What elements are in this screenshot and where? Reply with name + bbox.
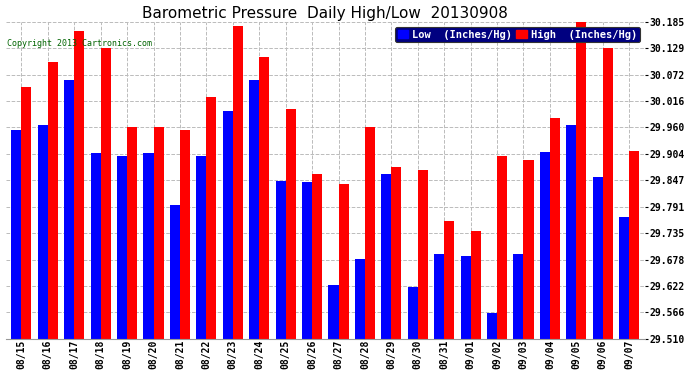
Bar [524,160,533,339]
Bar [497,156,507,339]
Bar [286,109,296,339]
Bar [75,31,84,339]
Bar [127,128,137,339]
Bar [328,285,339,339]
Bar [259,57,269,339]
Text: Copyright 2013 Cartronics.com: Copyright 2013 Cartronics.com [7,39,152,48]
Bar [619,217,629,339]
Legend: Low  (Inches/Hg), High  (Inches/Hg): Low (Inches/Hg), High (Inches/Hg) [395,27,640,42]
Bar [197,156,206,339]
Bar [408,287,417,339]
Bar [302,182,312,339]
Bar [117,156,127,339]
Bar [603,48,613,339]
Bar [249,80,259,339]
Title: Barometric Pressure  Daily High/Low  20130908: Barometric Pressure Daily High/Low 20130… [142,6,509,21]
Bar [154,128,164,339]
Bar [101,48,110,339]
Bar [434,254,444,339]
Bar [487,313,497,339]
Bar [355,259,365,339]
Bar [566,125,576,339]
Bar [593,177,603,339]
Bar [382,174,391,339]
Bar [513,254,524,339]
Bar [64,80,75,339]
Bar [417,170,428,339]
Bar [629,151,639,339]
Bar [444,221,454,339]
Bar [38,125,48,339]
Bar [312,174,322,339]
Bar [461,256,471,339]
Bar [576,22,586,339]
Bar [550,118,560,339]
Bar [471,231,481,339]
Bar [540,152,550,339]
Bar [11,130,21,339]
Bar [90,153,101,339]
Bar [144,153,154,339]
Bar [223,111,233,339]
Bar [206,97,217,339]
Bar [391,167,402,339]
Bar [21,87,32,339]
Bar [275,182,286,339]
Bar [339,184,348,339]
Bar [365,128,375,339]
Bar [233,26,243,339]
Bar [48,62,58,339]
Bar [170,205,180,339]
Bar [180,130,190,339]
